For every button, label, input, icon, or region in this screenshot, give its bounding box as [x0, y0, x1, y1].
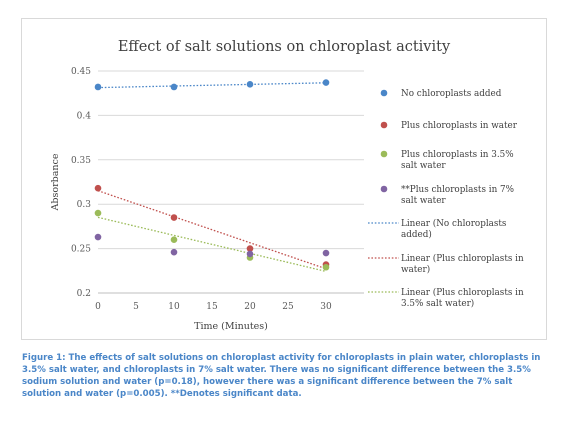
x-tick-label: 20 [244, 302, 256, 312]
legend-label: Linear (No chloroplasts [401, 218, 507, 229]
data-point [94, 233, 102, 241]
data-point [322, 263, 330, 271]
data-point [94, 209, 102, 217]
x-axis-title: Time (Minutes) [194, 321, 268, 332]
data-points [94, 79, 330, 271]
legend-item: Plus chloroplasts in 3.5%salt water [380, 150, 514, 171]
x-tick-label: 15 [206, 302, 218, 312]
data-point [170, 248, 178, 256]
y-axis-title: Absorbance [50, 153, 61, 211]
legend-marker [380, 185, 388, 193]
data-point [322, 79, 330, 86]
trendline [97, 216, 327, 273]
legend-item: Linear (Plus chloroplasts in3.5% salt wa… [368, 287, 524, 309]
legend-item: **Plus chloroplasts in 7%salt water [380, 185, 514, 206]
legend-label: Linear (Plus chloroplasts in [401, 253, 524, 264]
legend-label: No chloroplasts added [401, 89, 502, 99]
x-tick-label: 5 [133, 302, 139, 312]
data-point [170, 83, 178, 91]
legend-label: 3.5% salt water) [401, 298, 474, 309]
data-point [322, 249, 330, 257]
x-tick-label: 0 [95, 302, 101, 312]
data-point [246, 245, 254, 252]
data-point [246, 250, 254, 258]
legend-item: No chloroplasts added [380, 89, 502, 99]
y-tick-label: 0.3 [77, 200, 92, 210]
y-tick-label: 0.2 [77, 289, 91, 299]
x-tick-label: 10 [168, 302, 180, 312]
legend-label: Plus chloroplasts in 3.5% [401, 150, 514, 160]
legend-item: Plus chloroplasts in water [380, 121, 518, 131]
legend-label: water) [401, 264, 430, 275]
chart-title: Effect of salt solutions on chloroplast … [118, 39, 451, 55]
x-tick-label: 25 [282, 302, 294, 312]
legend-marker [380, 150, 388, 158]
y-tick-label: 0.4 [77, 111, 92, 121]
trendline [97, 82, 327, 89]
axes: 0.2 0.25 0.3 0.35 0.4 0.45 0 5 10 15 20 25 30 [71, 67, 364, 312]
data-point [170, 214, 178, 221]
data-point [94, 83, 102, 91]
grid [98, 70, 364, 250]
y-tick-label: 0.25 [71, 245, 91, 255]
data-point [170, 236, 178, 244]
figure-caption: Figure 1: The effects of salt solutions … [22, 353, 541, 399]
legend-label: Linear (Plus chloroplasts in [401, 287, 524, 298]
legend-marker [380, 89, 388, 97]
legend-label: salt water [401, 161, 446, 171]
chart-frame: Effect of salt solutions on chloroplast … [21, 18, 547, 340]
legend-label: added) [401, 229, 432, 240]
data-point [94, 184, 102, 192]
data-point [246, 81, 254, 88]
legend-label: Plus chloroplasts in water [401, 121, 518, 131]
legend-label: **Plus chloroplasts in 7% [401, 185, 514, 195]
y-tick-label: 0.45 [71, 67, 91, 77]
x-tick-label: 30 [320, 302, 332, 312]
y-tick-label: 0.35 [71, 156, 91, 166]
trendline [97, 190, 327, 270]
legend-marker [380, 121, 388, 129]
legend: No chloroplasts added Plus chloroplasts i… [368, 89, 524, 309]
trendlines [97, 82, 327, 273]
chart: Effect of salt solutions on chloroplast … [50, 39, 524, 332]
legend-label: salt water [401, 196, 446, 206]
